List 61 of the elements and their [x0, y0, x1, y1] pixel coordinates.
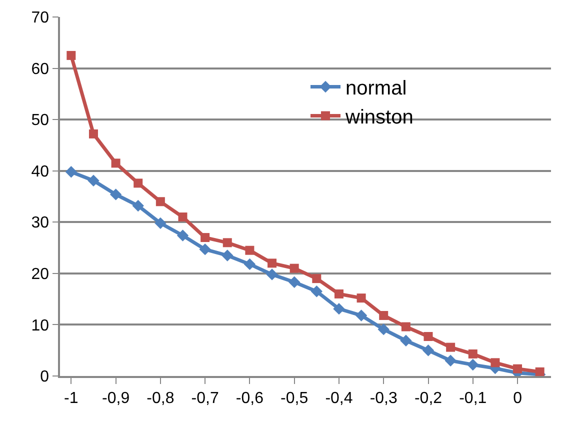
point: [132, 200, 144, 212]
y-tick-label: 50: [31, 112, 50, 130]
point: [400, 334, 412, 346]
point: [401, 322, 410, 332]
point: [176, 230, 189, 242]
point: [310, 286, 323, 298]
x-tick-label: -1: [64, 390, 78, 407]
x-tick-label: -0,7: [191, 390, 219, 407]
point: [199, 243, 211, 256]
point: [422, 344, 434, 356]
point: [244, 258, 256, 270]
y-tick-label: 60: [31, 60, 50, 78]
point: [134, 178, 143, 188]
x-tick-label: -0,9: [102, 390, 130, 407]
point: [356, 294, 366, 303]
point: [110, 188, 122, 200]
point: [379, 310, 388, 320]
y-tick-label: 20: [31, 266, 50, 284]
y-tick-label: 0: [40, 368, 50, 386]
point: [290, 264, 299, 273]
point: [513, 364, 522, 374]
point: [334, 289, 344, 298]
legend-label: winston: [344, 106, 414, 129]
point: [333, 302, 345, 315]
point: [288, 276, 300, 288]
point: [424, 332, 433, 342]
x-tick-label: -0,6: [236, 390, 264, 407]
point: [154, 217, 166, 230]
point: [178, 212, 188, 222]
point: [312, 274, 322, 284]
x-tick-label: 0: [513, 390, 522, 407]
y-tick-label: 10: [31, 317, 50, 334]
point: [88, 129, 98, 138]
point: [156, 197, 165, 206]
x-tick-label: -0,8: [146, 390, 174, 407]
point: [200, 233, 210, 242]
point: [446, 342, 456, 352]
point: [65, 166, 78, 178]
y-tick-label: 70: [31, 10, 50, 27]
x-tick-label: -0,4: [325, 390, 353, 407]
point: [378, 323, 390, 336]
point: [268, 258, 277, 268]
point: [88, 174, 100, 186]
point: [222, 250, 234, 262]
point: [467, 358, 479, 371]
x-tick-label: -0,2: [414, 390, 442, 407]
point: [355, 310, 368, 322]
point: [245, 246, 254, 255]
legend-label: normal: [346, 78, 407, 100]
x-tick-label: -0,3: [370, 390, 398, 407]
point: [444, 354, 456, 366]
point: [66, 50, 76, 60]
x-tick-label: -0,5: [280, 390, 308, 407]
point: [490, 358, 500, 368]
point: [111, 158, 120, 168]
x-tick-label: -0,1: [459, 390, 487, 407]
y-tick-label: 30: [31, 214, 50, 232]
point: [222, 238, 232, 248]
y-tick-label: 40: [31, 163, 50, 180]
point: [266, 268, 278, 280]
point: [468, 349, 478, 358]
